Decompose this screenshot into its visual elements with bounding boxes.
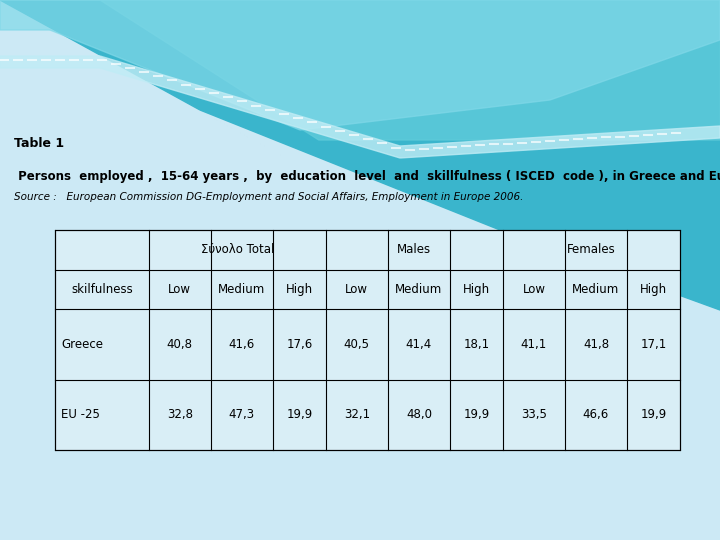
Text: High: High [640,283,667,296]
Text: 40,5: 40,5 [344,338,370,351]
Text: 32,1: 32,1 [343,408,370,421]
Text: Low: Low [523,283,546,296]
Text: Σύνολο Total: Σύνολο Total [201,244,274,256]
Text: Low: Low [168,283,192,296]
Text: Medium: Medium [218,283,266,296]
Text: High: High [286,283,313,296]
Text: 47,3: 47,3 [229,408,255,421]
Text: 19,9: 19,9 [640,408,667,421]
Text: 46,6: 46,6 [583,408,609,421]
Text: Table 1: Table 1 [14,137,64,150]
Text: 17,6: 17,6 [286,338,312,351]
Text: High: High [463,283,490,296]
Text: 41,6: 41,6 [229,338,255,351]
Text: EU -25: EU -25 [61,408,100,421]
Text: 40,8: 40,8 [167,338,193,351]
Text: Low: Low [346,283,369,296]
Text: Medium: Medium [395,283,443,296]
Text: skilfulness: skilfulness [71,283,132,296]
Text: Greece: Greece [61,338,103,351]
Text: Medium: Medium [572,283,620,296]
Text: 33,5: 33,5 [521,408,547,421]
Bar [55,230,680,450]
Text: 17,1: 17,1 [640,338,667,351]
Text: Females: Females [567,244,616,256]
Text: 41,8: 41,8 [583,338,609,351]
Text: 32,8: 32,8 [167,408,193,421]
Text: 41,4: 41,4 [406,338,432,351]
Text: Males: Males [397,244,431,256]
Text: 48,0: 48,0 [406,408,432,421]
Text: Persons  employed ,  15-64 years ,  by  education  level  and  skillfulness ( IS: Persons employed , 15-64 years , by educ… [14,170,720,183]
Text: 41,1: 41,1 [521,338,547,351]
Text: 18,1: 18,1 [464,338,490,351]
Text: 19,9: 19,9 [286,408,312,421]
Text: 19,9: 19,9 [463,408,490,421]
Text: Source :   European Commission DG-Employment and Social Affairs, Employment in E: Source : European Commission DG-Employme… [14,192,523,202]
